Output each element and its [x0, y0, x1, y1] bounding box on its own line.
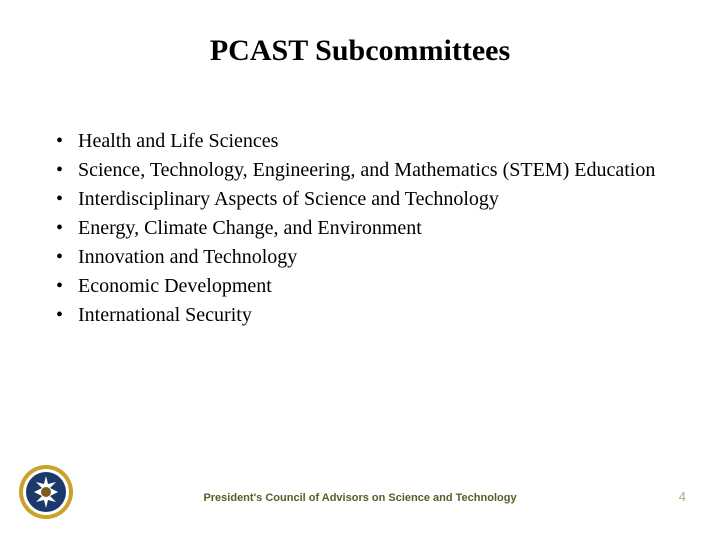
list-item: Health and Life Sciences	[48, 128, 672, 155]
list-item: Science, Technology, Engineering, and Ma…	[48, 157, 672, 184]
list-item: Economic Development	[48, 273, 672, 300]
list-item: Interdisciplinary Aspects of Science and…	[48, 186, 672, 213]
list-item: Energy, Climate Change, and Environment	[48, 215, 672, 242]
slide-title: PCAST Subcommittees	[0, 34, 720, 68]
list-item: International Security	[48, 302, 672, 329]
page-number: 4	[679, 489, 686, 504]
footer-text: President's Council of Advisors on Scien…	[0, 492, 720, 504]
list-item: Innovation and Technology	[48, 244, 672, 271]
bullet-list: Health and Life Sciences Science, Techno…	[48, 128, 672, 331]
